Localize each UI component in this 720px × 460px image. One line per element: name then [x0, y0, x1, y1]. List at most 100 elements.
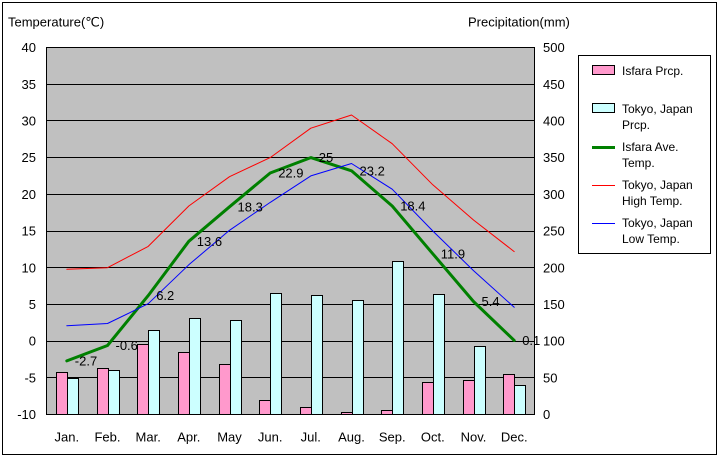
- data-label-jun: 22.9: [278, 166, 303, 181]
- y-tick-label: 25: [22, 150, 36, 165]
- legend-item-isfara-ave-temp: Isfara Ave. Temp.: [579, 139, 710, 173]
- y2-tick-label: 0: [543, 407, 550, 422]
- data-label-aug: 23.2: [360, 163, 385, 178]
- x-tick-label-sep: Sep.: [379, 430, 406, 445]
- y-tick-label: 35: [22, 77, 36, 92]
- point-tokyo-japan-low-temp-feb: [106, 322, 110, 326]
- bar-tokyo-japan-prcp-may: [230, 320, 242, 415]
- point-isfara-ave-temp-apr: [187, 239, 191, 243]
- y2-tick-label: 450: [543, 77, 565, 92]
- legend-label-tokyo-japan-low-temp: Tokyo, Japan Low Temp.: [622, 216, 693, 246]
- point-tokyo-japan-high-temp-sep: [390, 142, 394, 146]
- point-tokyo-japan-high-temp-may: [228, 175, 232, 179]
- x-tick-label-dec: Dec.: [501, 430, 528, 445]
- y-tick-label: 0: [29, 334, 36, 349]
- point-tokyo-japan-low-temp-jul: [309, 174, 313, 178]
- line-tokyo-japan-high-temp: [66, 114, 515, 270]
- data-label-feb: -0.6: [116, 338, 138, 353]
- y-tick-label: 10: [22, 260, 36, 275]
- y2-tick-label: 500: [543, 40, 565, 55]
- point-tokyo-japan-high-temp-jun: [268, 156, 272, 160]
- y2-tick-label: 150: [543, 297, 565, 312]
- y-tick-label: 40: [22, 40, 36, 55]
- y2-tick-label: 350: [543, 150, 565, 165]
- bar-isfara-prcp-apr: [178, 352, 190, 415]
- bar-tokyo-japan-prcp-dec: [514, 385, 526, 415]
- bar-isfara-prcp-jul: [300, 407, 312, 415]
- bar-isfara-prcp-nov: [463, 380, 475, 415]
- point-isfara-ave-temp-oct: [431, 252, 435, 256]
- bar-isfara-prcp-dec: [503, 374, 515, 415]
- bar-tokyo-japan-prcp-jun: [270, 293, 282, 415]
- bar-tokyo-japan-prcp-mar: [148, 330, 160, 415]
- point-isfara-ave-temp-may: [228, 205, 232, 209]
- point-tokyo-japan-high-temp-aug: [350, 113, 354, 117]
- point-isfara-ave-temp-jan: [65, 359, 69, 363]
- legend-swatch-tokyo-japan-high-temp: [592, 185, 615, 186]
- point-tokyo-japan-low-temp-may: [228, 228, 232, 232]
- point-tokyo-japan-low-temp-mar: [146, 302, 150, 306]
- point-tokyo-japan-high-temp-jan: [65, 267, 69, 271]
- bar-isfara-prcp-oct: [422, 382, 434, 415]
- point-tokyo-japan-high-temp-apr: [187, 204, 191, 208]
- data-label-nov: 5.4: [482, 294, 500, 309]
- bar-tokyo-japan-prcp-jul: [311, 295, 323, 415]
- legend-label-isfara-prcp: Isfara Prcp.: [622, 64, 684, 78]
- y-tick-label: 5: [29, 297, 36, 312]
- y-tick-label: 30: [22, 113, 36, 128]
- legend-label-tokyo-japan-prcp: Tokyo, Japan Prcp.: [622, 102, 693, 132]
- bar-tokyo-japan-prcp-nov: [474, 346, 486, 415]
- point-tokyo-japan-low-temp-sep: [390, 187, 394, 191]
- x-tick-label-feb: Feb.: [94, 430, 120, 445]
- point-isfara-ave-temp-dec: [512, 338, 516, 342]
- legend-item-tokyo-japan-low-temp: Tokyo, Japan Low Temp.: [579, 215, 710, 249]
- bar-isfara-prcp-sep: [381, 410, 393, 415]
- bar-isfara-prcp-feb: [97, 368, 109, 415]
- point-isfara-ave-temp-aug: [350, 169, 354, 173]
- bar-tokyo-japan-prcp-feb: [108, 370, 120, 415]
- legend-swatch-isfara-ave-temp: [592, 146, 615, 149]
- plot-border: [46, 47, 535, 415]
- y2-tick-label: 100: [543, 334, 565, 349]
- data-label-oct: 11.9: [441, 246, 465, 261]
- data-label-sep: 18.4: [400, 199, 425, 214]
- y-tick-label: 15: [22, 224, 36, 239]
- data-label-apr: 13.6: [197, 234, 222, 249]
- point-tokyo-japan-high-temp-dec: [512, 250, 516, 254]
- point-tokyo-japan-low-temp-jun: [268, 200, 272, 204]
- legend-swatch-isfara-prcp: [592, 65, 615, 75]
- data-label-jan: -2.7: [75, 353, 97, 368]
- legend-item-isfara-prcp: Isfara Prcp.: [579, 63, 710, 97]
- x-tick-label-apr: Apr.: [177, 430, 200, 445]
- legend-label-tokyo-japan-high-temp: Tokyo, Japan High Temp.: [622, 178, 693, 208]
- legend-swatch-tokyo-japan-low-temp: [592, 223, 615, 224]
- bar-isfara-prcp-jun: [259, 400, 271, 415]
- legend-swatch-tokyo-japan-prcp: [592, 103, 615, 113]
- point-isfara-ave-temp-nov: [472, 300, 476, 304]
- point-isfara-ave-temp-jun: [268, 171, 272, 175]
- line-tokyo-japan-low-temp: [66, 163, 515, 327]
- point-isfara-ave-temp-jul: [309, 156, 313, 160]
- series-lines: [65, 113, 516, 363]
- data-label-dec: 0.1: [522, 333, 540, 348]
- x-tick-label-aug: Aug.: [338, 430, 365, 445]
- point-tokyo-japan-high-temp-nov: [472, 218, 476, 222]
- x-tick-label-jul: Jul.: [301, 430, 321, 445]
- bar-isfara-prcp-jan: [56, 372, 68, 415]
- x-tick-label-oct: Oct.: [421, 430, 445, 445]
- y2-tick-label: 250: [543, 224, 565, 239]
- point-tokyo-japan-low-temp-oct: [431, 229, 435, 233]
- y2-tick-label: 300: [543, 187, 565, 202]
- data-label-may: 18.3: [238, 199, 263, 214]
- y-axis-title: Temperature(℃): [8, 15, 104, 30]
- legend-item-tokyo-japan-high-temp: Tokyo, Japan High Temp.: [579, 177, 710, 211]
- data-label-mar: 6.2: [156, 288, 174, 303]
- point-tokyo-japan-low-temp-nov: [472, 269, 476, 273]
- legend: Isfara Prcp. Tokyo, Japan Prcp. Isfara Ave…: [578, 55, 711, 254]
- legend-label-isfara-ave-temp: Isfara Ave. Temp.: [622, 140, 679, 170]
- axes: Temperature(℃) Precipitation(mm) 40 35 30 2…: [8, 15, 570, 445]
- bar-tokyo-japan-prcp-sep: [392, 261, 404, 415]
- point-tokyo-japan-high-temp-oct: [431, 183, 435, 187]
- x-tick-label-mar: Mar.: [136, 430, 161, 445]
